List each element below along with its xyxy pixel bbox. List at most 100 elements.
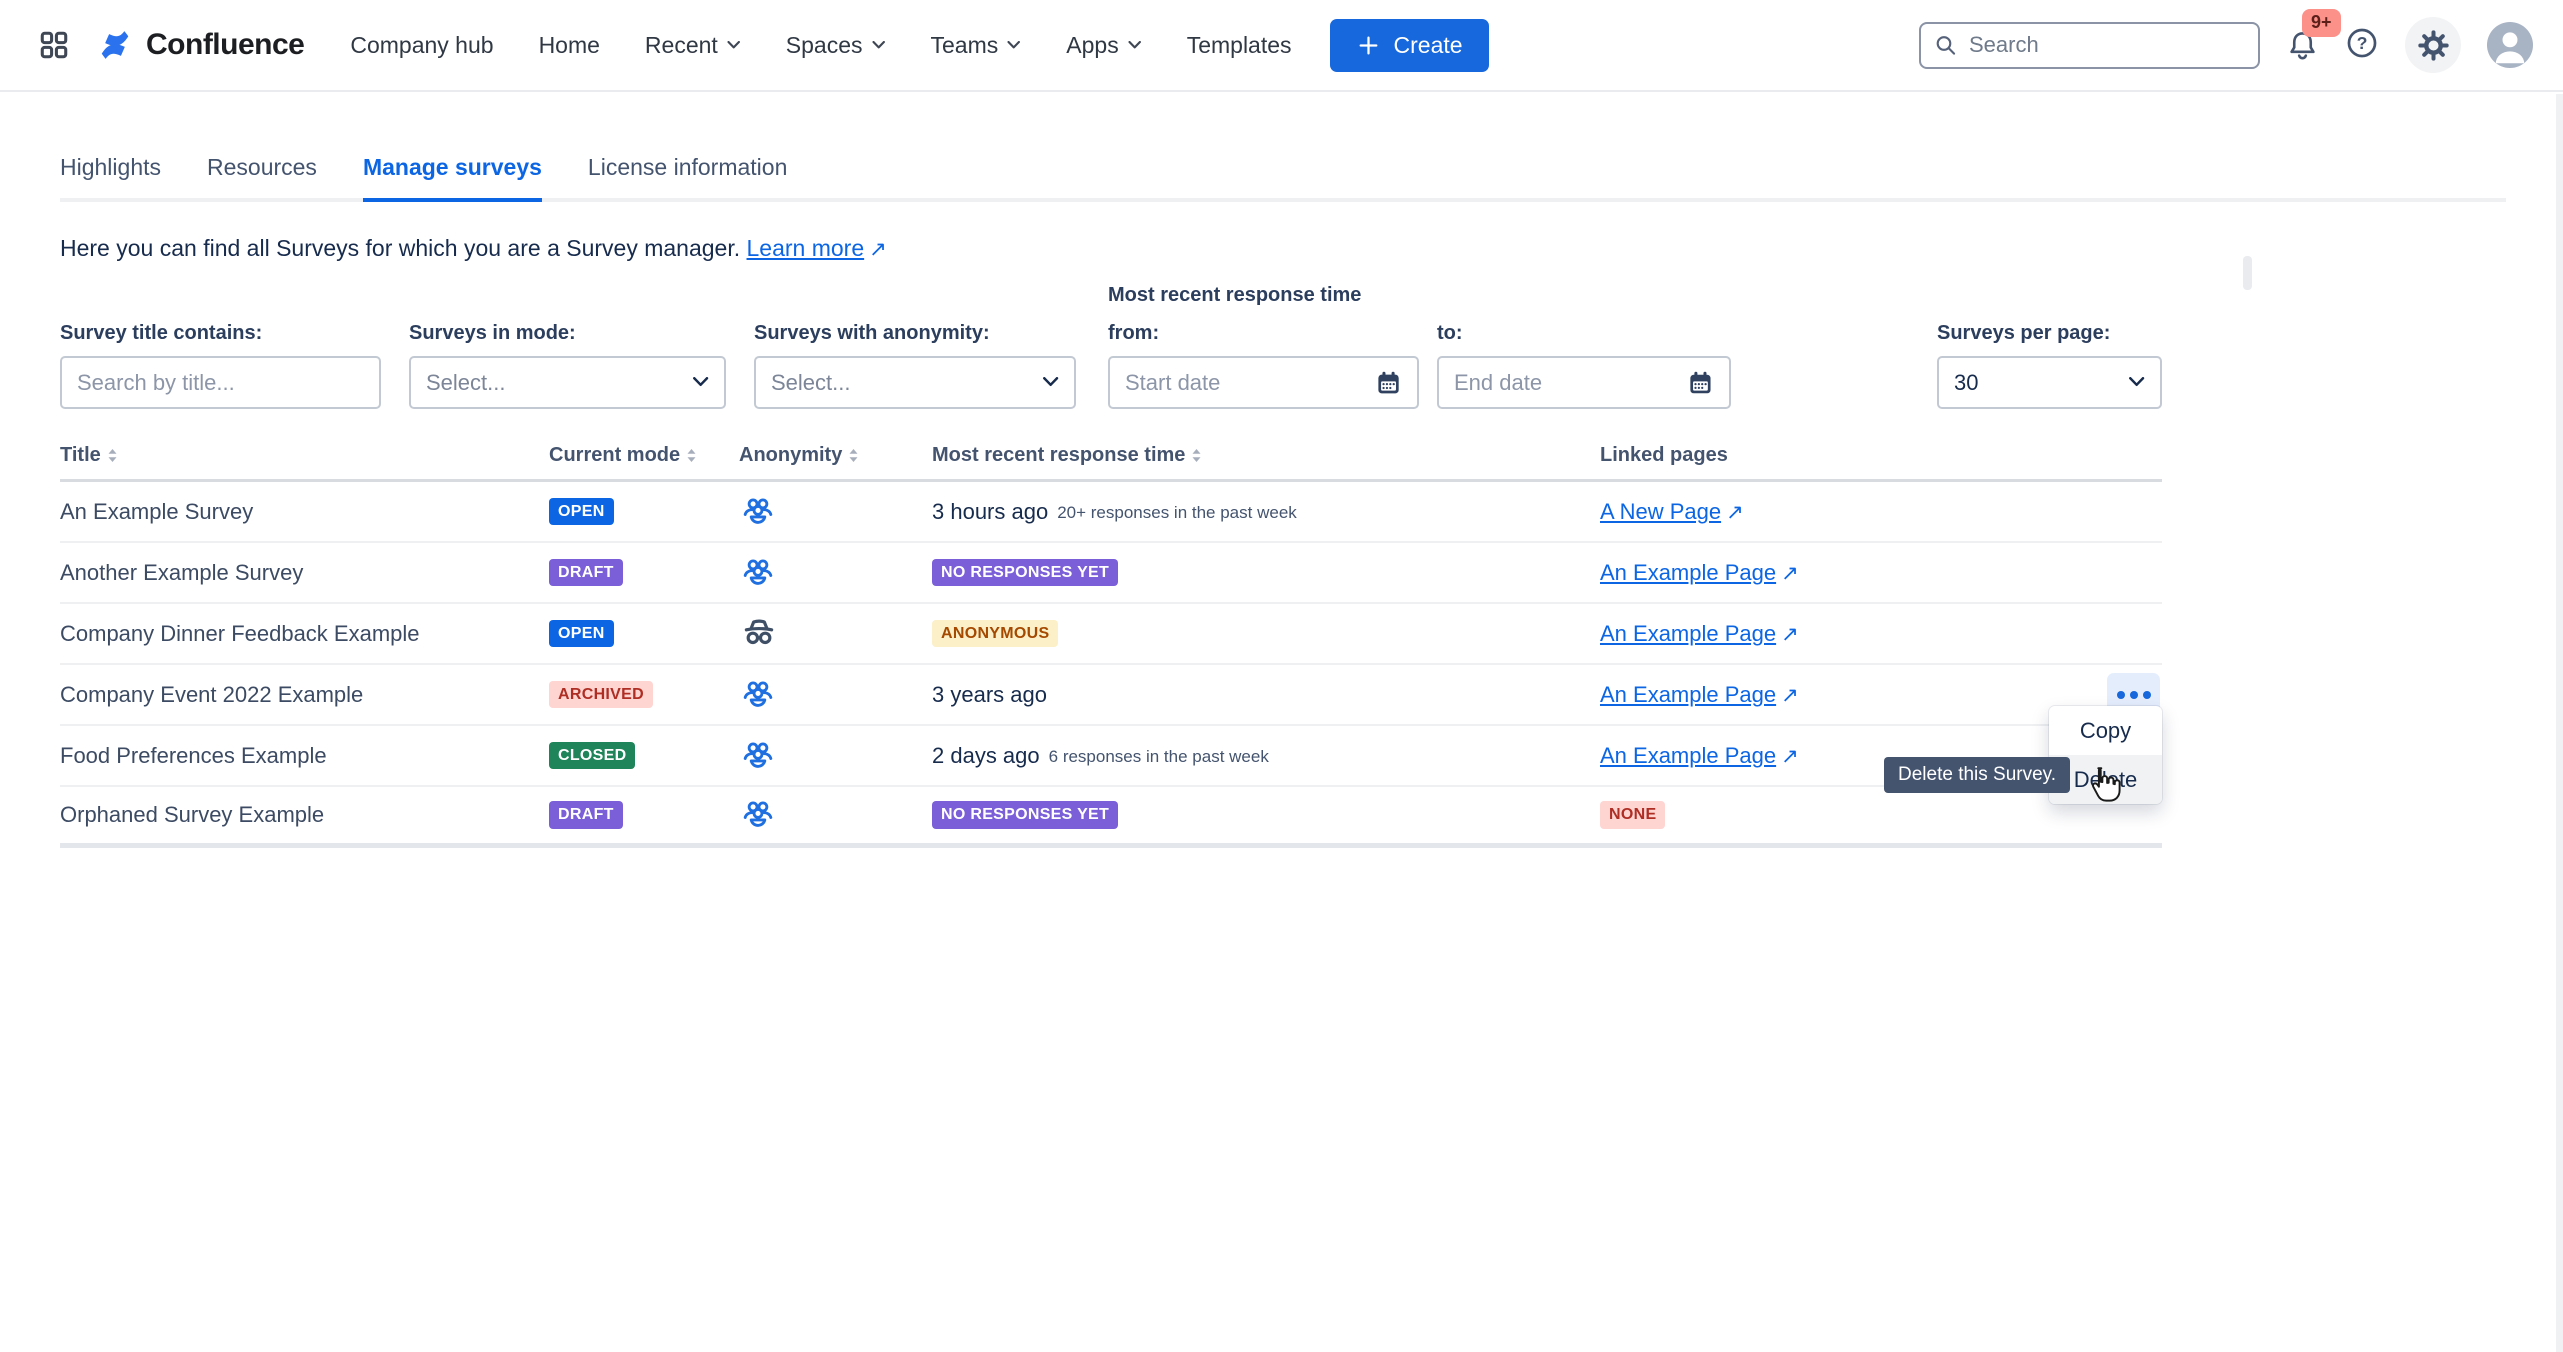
nav-item-label: Spaces: [785, 31, 863, 58]
mode-filter-value: Select...: [426, 369, 506, 395]
user-avatar[interactable]: [2487, 22, 2533, 68]
chevron-down-icon: [1128, 40, 1141, 48]
plus-icon: [1359, 36, 1377, 54]
create-button[interactable]: Create: [1329, 18, 1489, 72]
settings-button[interactable]: [2405, 17, 2461, 73]
header-title[interactable]: Title: [60, 444, 549, 467]
header-linked-pages: Linked pages: [1600, 444, 2162, 467]
none-badge: NONE: [1600, 801, 1666, 829]
panel-scrollbar-thumb[interactable]: [2243, 256, 2252, 290]
tab-label: Manage surveys: [362, 154, 542, 180]
header-label: Current mode: [549, 444, 681, 466]
response-time-cell: NO RESPONSES YET: [932, 558, 1600, 587]
response-time: 3 hours ago: [932, 498, 1049, 524]
sort-icon[interactable]: [686, 448, 697, 463]
calendar-icon[interactable]: [1687, 368, 1714, 398]
external-link-icon: ↗: [1781, 622, 1799, 646]
nav-item-company-hub[interactable]: Company hub: [350, 32, 493, 59]
tab-label: License information: [587, 154, 788, 180]
linked-page-link[interactable]: A New Page: [1600, 498, 1722, 524]
mode-cell: ARCHIVED: [549, 680, 739, 709]
nav-item-teams[interactable]: Teams: [931, 32, 1022, 59]
mode-cell: DRAFT: [549, 558, 739, 587]
linked-pages-cell: ↗ NONE: [1600, 801, 2162, 829]
recent-response-time-label: Most recent response time: [1108, 284, 1362, 306]
survey-title: An Example Survey: [60, 498, 254, 524]
to-date-input[interactable]: [1454, 369, 1688, 396]
response-time-cell: 2 days ago 6 responses in the past week: [932, 743, 1600, 769]
header-current-mode[interactable]: Current mode: [549, 444, 739, 467]
filter-to-date: to:: [1437, 322, 1731, 409]
anonymity-filter-select[interactable]: Select...: [754, 356, 1076, 409]
header-label: Anonymity: [739, 444, 843, 466]
sort-icon[interactable]: [1191, 448, 1202, 463]
chevron-down-icon: [1007, 40, 1021, 48]
response-count: 6 responses in the past week: [1048, 747, 1269, 766]
nav-item-home[interactable]: Home: [539, 32, 600, 59]
tab-license-information[interactable]: License information: [588, 154, 787, 198]
product-name: Confluence: [146, 28, 305, 61]
tab-highlights[interactable]: Highlights: [60, 154, 161, 198]
header-anonymity[interactable]: Anonymity: [739, 444, 932, 467]
page-scrollbar-track[interactable]: [2556, 94, 2563, 1352]
to-date-label: to:: [1437, 322, 1463, 344]
chevron-down-icon: [727, 40, 740, 48]
nav-item-spaces[interactable]: Spaces: [786, 32, 886, 59]
nav-item-label: Apps: [1066, 31, 1119, 58]
linked-page-link[interactable]: An Example Page: [1600, 681, 1777, 707]
group-anonymity-icon: [743, 681, 773, 707]
svg-text:?: ?: [2357, 33, 2368, 53]
create-button-label: Create: [1393, 31, 1463, 58]
person-icon: [2495, 32, 2525, 64]
survey-filters: Most recent response time Survey title c…: [60, 282, 2162, 428]
app-switcher-icon[interactable]: [38, 29, 70, 61]
nav-item-recent[interactable]: Recent: [645, 32, 741, 59]
title-filter-input[interactable]: [77, 369, 364, 396]
notifications-button[interactable]: 9+: [2286, 9, 2341, 67]
response-badge: NO RESPONSES YET: [932, 558, 1119, 587]
global-search[interactable]: [1919, 21, 2260, 69]
chevron-down-icon: [2129, 377, 2145, 387]
mode-filter-select[interactable]: Select...: [409, 356, 726, 409]
linked-page-link[interactable]: An Example Page: [1600, 559, 1777, 585]
tab-manage-surveys[interactable]: Manage surveys: [362, 154, 542, 202]
search-input[interactable]: [1968, 32, 2245, 58]
from-date-input[interactable]: [1125, 369, 1375, 396]
table-row: An Example Survey OPEN 3 hours ago 20+ r…: [60, 482, 2162, 543]
nav-item-apps[interactable]: Apps: [1066, 32, 1141, 59]
linked-pages-cell: A New Page ↗: [1600, 499, 2162, 525]
table-row: Company Event 2022 Example ARCHIVED 3 ye…: [60, 665, 2162, 726]
linked-page-link[interactable]: An Example Page: [1600, 742, 1777, 768]
nav-item-label: Templates: [1186, 31, 1292, 58]
learn-more-link[interactable]: Learn more: [746, 235, 865, 261]
gear-icon: [2417, 29, 2449, 61]
external-link-icon: ↗: [1726, 500, 1744, 524]
sort-icon[interactable]: [107, 448, 118, 463]
anonymity-cell: [739, 493, 932, 531]
anonymity-filter-value: Select...: [771, 369, 851, 395]
tab-resources[interactable]: Resources: [207, 154, 317, 198]
per-page-select[interactable]: 30: [1937, 356, 2162, 409]
table-header-row: Title Current mode Anonymity Most recent…: [60, 444, 2162, 482]
header-most-recent-response-time[interactable]: Most recent response time: [932, 444, 1600, 467]
tab-label: Resources: [207, 154, 317, 180]
page-tabs: Highlights Resources Manage surveys Lice…: [60, 154, 2506, 202]
sort-icon[interactable]: [848, 448, 859, 463]
mode-cell: CLOSED: [549, 741, 739, 770]
nav-item-templates[interactable]: Templates: [1187, 32, 1292, 59]
survey-title: Orphaned Survey Example: [60, 802, 325, 827]
linked-page-link[interactable]: An Example Page: [1600, 620, 1777, 646]
response-badge: ANONYMOUS: [932, 619, 1059, 648]
table-row: Orphaned Survey Example DRAFT NO RESPONS…: [60, 787, 2162, 848]
menu-item-copy[interactable]: Copy: [2079, 717, 2132, 743]
anonymity-cell: [739, 796, 932, 834]
response-badge: NO RESPONSES YET: [932, 801, 1119, 829]
help-button[interactable]: ?: [2345, 26, 2379, 65]
mode-badge: DRAFT: [549, 801, 623, 829]
filter-anonymity: Surveys with anonymity: Select...: [754, 322, 1076, 409]
calendar-icon[interactable]: [1375, 368, 1402, 398]
survey-title: Company Dinner Feedback Example: [60, 620, 420, 646]
to-date-inputbox: [1437, 356, 1731, 409]
linked-pages-cell: An Example Page ↗: [1600, 560, 2162, 586]
confluence-logo[interactable]: Confluence: [94, 24, 305, 66]
